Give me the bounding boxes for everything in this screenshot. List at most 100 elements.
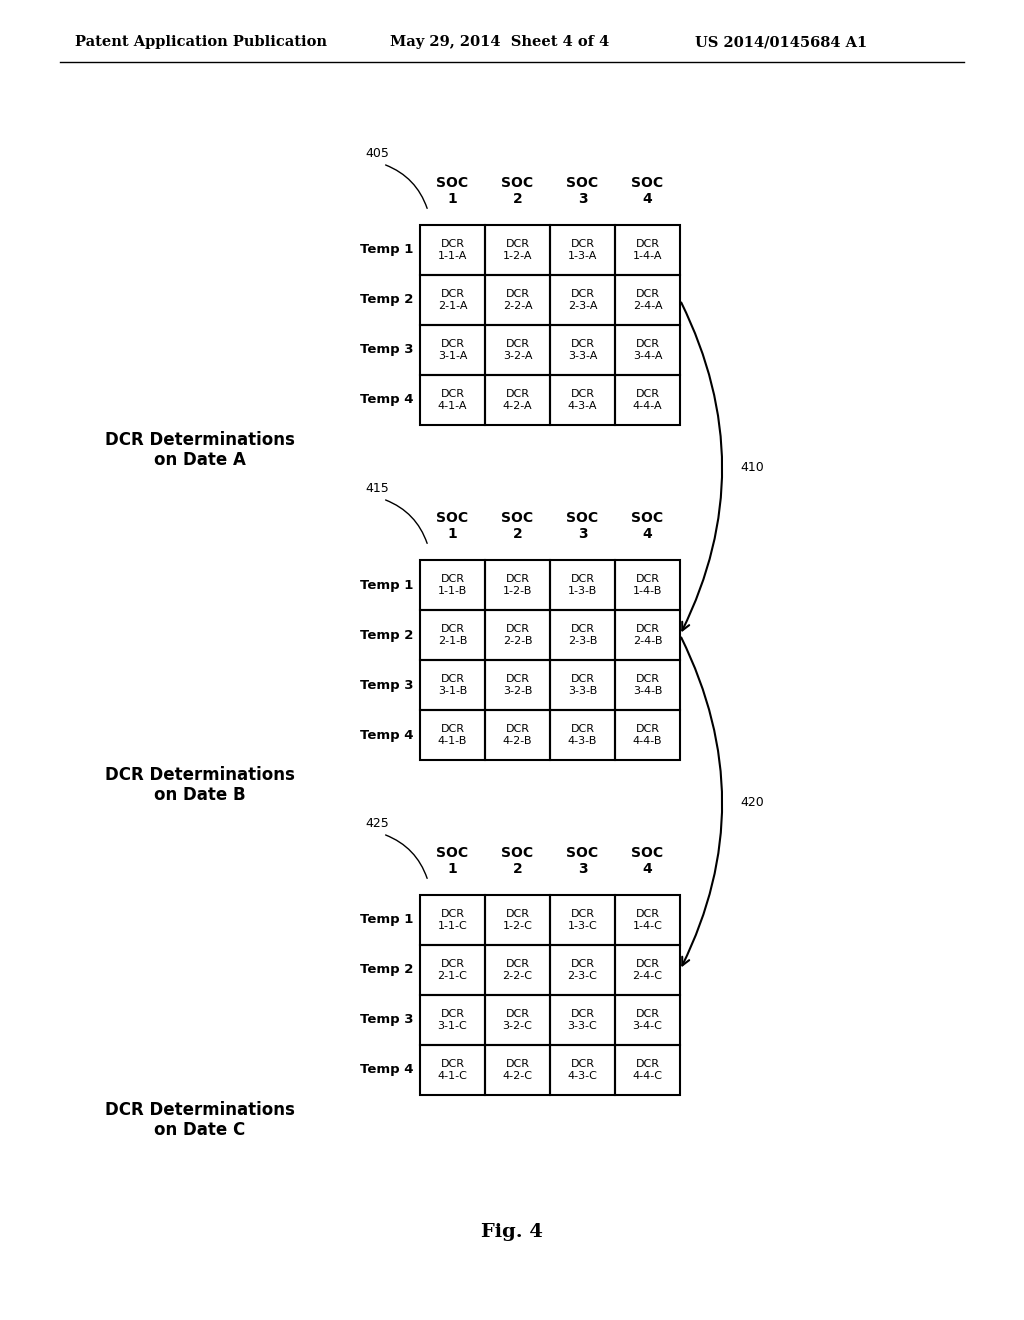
Text: DCR
3-2-A: DCR 3-2-A — [503, 339, 532, 360]
Bar — [615, 995, 680, 1045]
Text: DCR
2-4-B: DCR 2-4-B — [633, 624, 663, 645]
Bar — [485, 660, 550, 710]
Text: DCR
4-1-C: DCR 4-1-C — [437, 1059, 467, 1081]
Text: Temp 3: Temp 3 — [359, 678, 413, 692]
Text: DCR
1-3-C: DCR 1-3-C — [567, 909, 597, 931]
Text: DCR
3-3-A: DCR 3-3-A — [568, 339, 597, 360]
Bar — [550, 375, 615, 425]
Text: DCR
1-3-B: DCR 1-3-B — [568, 574, 597, 595]
Bar — [420, 995, 485, 1045]
Text: DCR
1-2-C: DCR 1-2-C — [503, 909, 532, 931]
Text: Temp 4: Temp 4 — [359, 393, 413, 407]
Text: SOC
1: SOC 1 — [436, 176, 469, 206]
Text: Temp 1: Temp 1 — [359, 243, 413, 256]
Bar — [420, 660, 485, 710]
Text: Temp 2: Temp 2 — [359, 293, 413, 306]
Bar — [485, 1045, 550, 1096]
Bar — [420, 710, 485, 760]
Text: SOC
4: SOC 4 — [632, 511, 664, 541]
Text: SOC
1: SOC 1 — [436, 511, 469, 541]
Bar — [485, 995, 550, 1045]
Bar — [485, 375, 550, 425]
Bar — [550, 610, 615, 660]
Text: SOC
4: SOC 4 — [632, 176, 664, 206]
Text: 405: 405 — [365, 147, 389, 160]
Bar — [420, 945, 485, 995]
Text: DCR
4-3-B: DCR 4-3-B — [568, 725, 597, 746]
Text: DCR
1-4-C: DCR 1-4-C — [633, 909, 663, 931]
Text: DCR
3-1-A: DCR 3-1-A — [438, 339, 467, 360]
Bar — [420, 610, 485, 660]
Text: 425: 425 — [365, 817, 389, 830]
Bar — [550, 995, 615, 1045]
Text: DCR
4-2-B: DCR 4-2-B — [503, 725, 532, 746]
Text: DCR
3-1-C: DCR 3-1-C — [437, 1010, 467, 1031]
Text: Fig. 4: Fig. 4 — [481, 1224, 543, 1241]
Text: Patent Application Publication: Patent Application Publication — [75, 36, 327, 49]
Bar — [615, 275, 680, 325]
Text: DCR
4-4-C: DCR 4-4-C — [633, 1059, 663, 1081]
Bar — [485, 560, 550, 610]
Text: DCR
3-3-C: DCR 3-3-C — [567, 1010, 597, 1031]
Text: DCR
3-3-B: DCR 3-3-B — [568, 675, 597, 696]
Bar — [550, 1045, 615, 1096]
Bar — [615, 610, 680, 660]
Text: DCR
4-3-C: DCR 4-3-C — [567, 1059, 597, 1081]
Text: Temp 3: Temp 3 — [359, 1014, 413, 1027]
Text: DCR
1-3-A: DCR 1-3-A — [568, 239, 597, 261]
Bar — [550, 895, 615, 945]
Bar — [420, 375, 485, 425]
Text: DCR
3-4-A: DCR 3-4-A — [633, 339, 663, 360]
Text: DCR
2-2-A: DCR 2-2-A — [503, 289, 532, 310]
Text: Temp 1: Temp 1 — [359, 578, 413, 591]
Bar — [550, 224, 615, 275]
Text: DCR
3-2-C: DCR 3-2-C — [503, 1010, 532, 1031]
Bar — [550, 560, 615, 610]
Text: SOC
2: SOC 2 — [502, 846, 534, 876]
Bar — [485, 945, 550, 995]
Text: DCR
4-3-A: DCR 4-3-A — [567, 389, 597, 411]
Bar — [615, 945, 680, 995]
Text: DCR
4-1-B: DCR 4-1-B — [438, 725, 467, 746]
Text: DCR
3-2-B: DCR 3-2-B — [503, 675, 532, 696]
Bar — [615, 660, 680, 710]
Bar — [485, 224, 550, 275]
Text: DCR
2-1-C: DCR 2-1-C — [437, 960, 467, 981]
Bar — [420, 1045, 485, 1096]
Bar — [550, 945, 615, 995]
Text: 410: 410 — [740, 461, 764, 474]
Bar — [615, 710, 680, 760]
Text: DCR
2-4-C: DCR 2-4-C — [633, 960, 663, 981]
Bar — [550, 660, 615, 710]
Text: May 29, 2014  Sheet 4 of 4: May 29, 2014 Sheet 4 of 4 — [390, 36, 609, 49]
Text: Temp 1: Temp 1 — [359, 913, 413, 927]
Text: DCR Determinations
on Date A: DCR Determinations on Date A — [105, 430, 295, 470]
Text: DCR
4-4-A: DCR 4-4-A — [633, 389, 663, 411]
Bar — [615, 375, 680, 425]
Text: DCR
4-4-B: DCR 4-4-B — [633, 725, 663, 746]
Bar — [485, 610, 550, 660]
Text: DCR
2-3-B: DCR 2-3-B — [568, 624, 597, 645]
Text: Temp 2: Temp 2 — [359, 964, 413, 977]
Bar — [615, 1045, 680, 1096]
Bar — [420, 895, 485, 945]
Text: 415: 415 — [365, 482, 389, 495]
Text: SOC
2: SOC 2 — [502, 176, 534, 206]
Text: DCR
2-2-C: DCR 2-2-C — [503, 960, 532, 981]
Bar — [485, 895, 550, 945]
Text: DCR
1-2-A: DCR 1-2-A — [503, 239, 532, 261]
Text: Temp 4: Temp 4 — [359, 1064, 413, 1077]
Text: DCR
2-1-A: DCR 2-1-A — [437, 289, 467, 310]
Text: SOC
3: SOC 3 — [566, 176, 599, 206]
Text: SOC
4: SOC 4 — [632, 846, 664, 876]
Text: DCR
1-1-C: DCR 1-1-C — [437, 909, 467, 931]
Text: DCR
2-3-A: DCR 2-3-A — [567, 289, 597, 310]
Bar — [550, 710, 615, 760]
Bar — [485, 325, 550, 375]
Text: DCR
4-2-C: DCR 4-2-C — [503, 1059, 532, 1081]
Text: Temp 4: Temp 4 — [359, 729, 413, 742]
Text: DCR
1-4-B: DCR 1-4-B — [633, 574, 663, 595]
Text: SOC
3: SOC 3 — [566, 846, 599, 876]
Text: DCR
1-2-B: DCR 1-2-B — [503, 574, 532, 595]
Text: DCR
3-1-B: DCR 3-1-B — [438, 675, 467, 696]
